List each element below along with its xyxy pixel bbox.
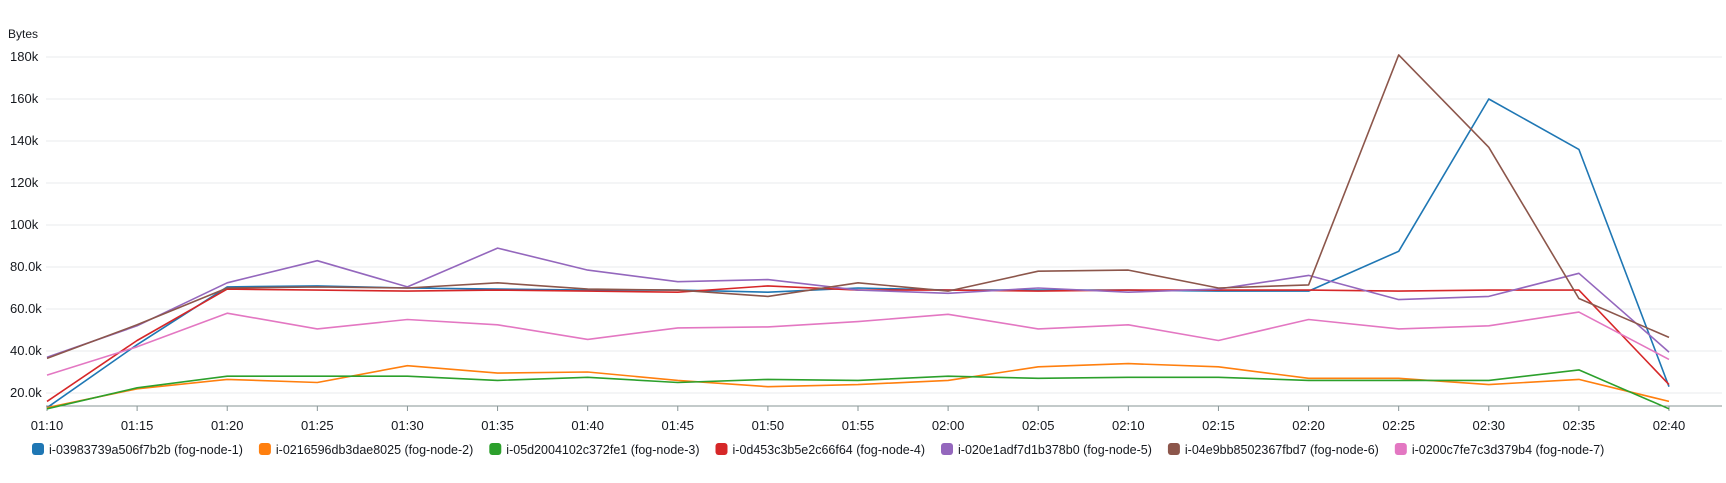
legend-label: i-0216596db3dae8025 (fog-node-2) [276, 443, 473, 457]
x-tick-label: 01:40 [571, 418, 604, 433]
x-tick-label: 01:25 [301, 418, 334, 433]
legend-item[interactable]: i-020e1adf7d1b378b0 (fog-node-5) [941, 443, 1152, 457]
y-tick-label: 100k [10, 217, 39, 232]
legend-item[interactable]: i-0216596db3dae8025 (fog-node-2) [258, 443, 473, 457]
y-tick-label: 80.0k [10, 259, 42, 274]
series-line-1 [46, 98, 1670, 409]
series-line-7 [46, 311, 1670, 376]
y-tick-label: 40.0k [10, 343, 42, 358]
legend-label: i-0d453c3b5e2c66f64 (fog-node-4) [733, 443, 926, 457]
legend-swatch [32, 443, 44, 455]
x-tick-label: 01:55 [842, 418, 875, 433]
legend-label: i-020e1adf7d1b378b0 (fog-node-5) [958, 443, 1152, 457]
x-tick-label: 01:20 [211, 418, 244, 433]
x-tick-label: 02:15 [1202, 418, 1235, 433]
x-tick-label: 01:45 [662, 418, 695, 433]
legend-item[interactable]: i-04e9bb8502367fbd7 (fog-node-6) [1167, 443, 1379, 457]
legend-label: i-0200c7fe7c3d379b4 (fog-node-7) [1412, 443, 1605, 457]
legend-item[interactable]: i-0200c7fe7c3d379b4 (fog-node-7) [1394, 443, 1605, 457]
legend-swatch [258, 443, 271, 455]
legend-swatch [489, 443, 502, 455]
legend-swatch [941, 443, 953, 455]
y-tick-label: 160k [10, 91, 39, 106]
legend-item[interactable]: i-03983739a506f7b2b (fog-node-1) [32, 443, 243, 457]
series-line-5 [46, 247, 1670, 359]
series-line-3 [46, 369, 1670, 410]
legend-swatch [715, 443, 728, 455]
grid-lines [46, 56, 1722, 394]
legend-label: i-04e9bb8502367fbd7 (fog-node-6) [1185, 443, 1379, 457]
x-tick-label: 02:40 [1653, 418, 1686, 433]
series-line-2 [46, 362, 1670, 409]
legend-item[interactable]: i-0d453c3b5e2c66f64 (fog-node-4) [715, 443, 926, 457]
x-tick-label: 02:10 [1112, 418, 1145, 433]
y-tick-label: 180k [10, 49, 39, 64]
x-tick-label: 02:25 [1382, 418, 1415, 433]
y-tick-label: 20.0k [10, 385, 42, 400]
x-tick-label: 01:15 [121, 418, 154, 433]
y-tick-label: 120k [10, 175, 39, 190]
x-tick-labels: 01:10 01:15 01:20 01:25 01:30 01:35 01:40 01:45… [31, 406, 1686, 433]
x-tick-label: 02:30 [1473, 418, 1506, 433]
x-tick-label: 02:05 [1022, 418, 1055, 433]
x-tick-label: 02:00 [932, 418, 965, 433]
y-tick-label: 60.0k [10, 301, 42, 316]
x-tick-label: 01:35 [481, 418, 514, 433]
legend-label: i-05d2004102c372fe1 (fog-node-3) [506, 443, 699, 457]
y-tick-labels: 20.0k 40.0k 60.0k 80.0k 100k 120k 140k 160k 180k [10, 49, 42, 400]
x-tick-label: 01:10 [31, 418, 64, 433]
x-tick-label: 01:50 [752, 418, 785, 433]
x-tick-label: 02:35 [1563, 418, 1596, 433]
legend-item[interactable]: i-05d2004102c372fe1 (fog-node-3) [489, 443, 700, 457]
series-line-6 [46, 54, 1670, 360]
legend-label: i-03983739a506f7b2b (fog-node-1) [49, 443, 243, 457]
x-tick-label: 01:30 [391, 418, 424, 433]
series-lines [46, 54, 1670, 410]
legend-swatch [1167, 443, 1180, 455]
legend-swatch [1394, 443, 1407, 455]
legend[interactable]: i-03983739a506f7b2b (fog-node-1) i-021659… [32, 443, 1604, 457]
x-tick-label: 02:20 [1292, 418, 1325, 433]
y-tick-label: 140k [10, 133, 39, 148]
y-axis-label: Bytes [8, 27, 38, 41]
